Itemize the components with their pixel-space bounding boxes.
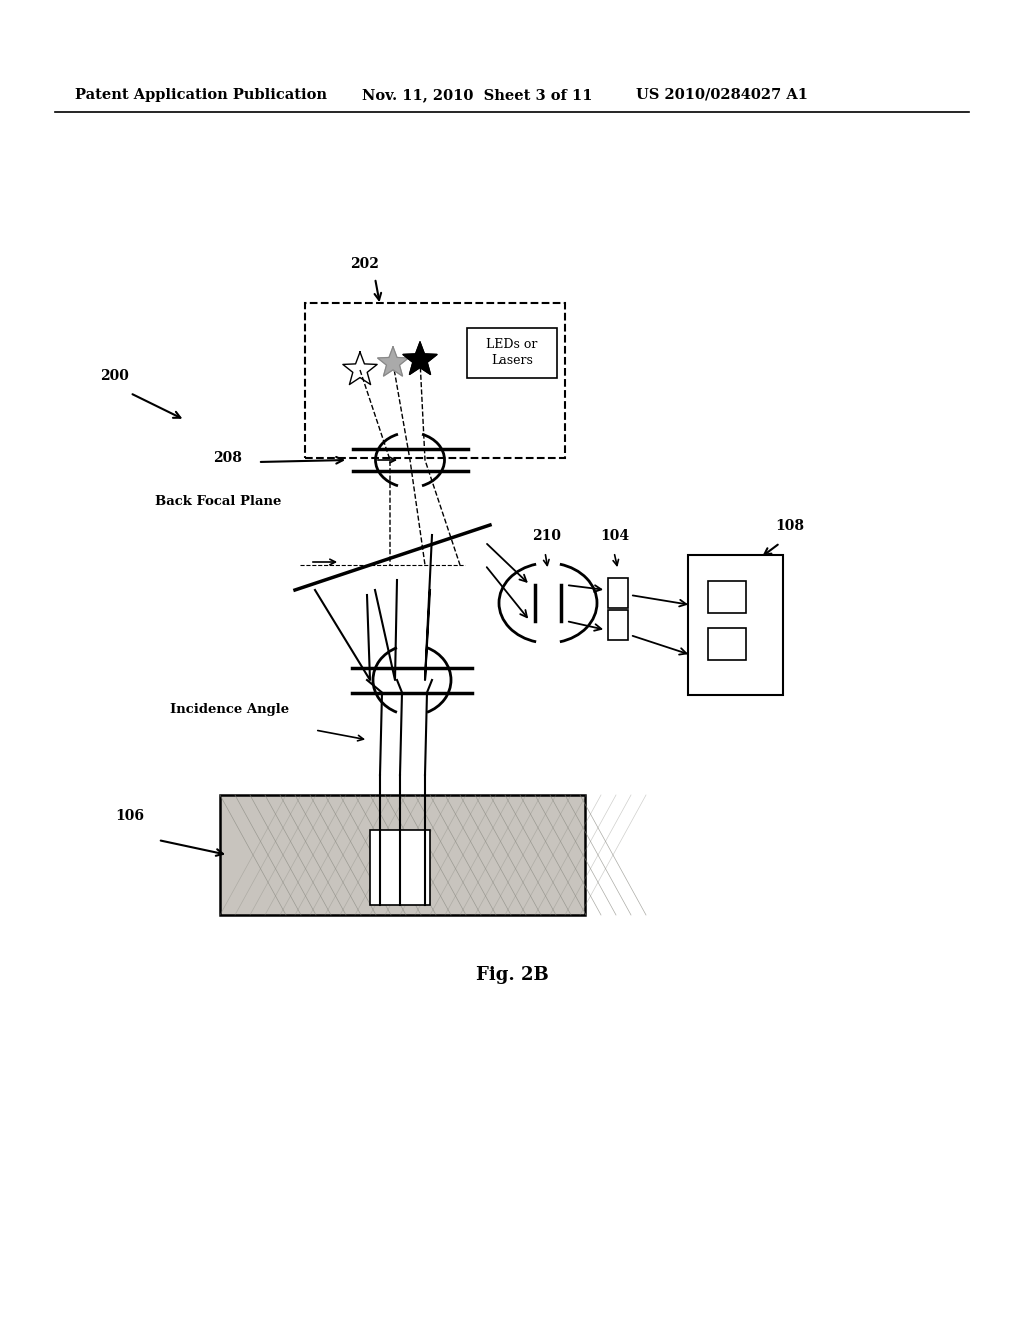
Bar xyxy=(608,578,628,609)
Text: 200: 200 xyxy=(100,370,129,383)
Text: Fig. 2B: Fig. 2B xyxy=(475,966,549,983)
Text: Incidence Angle: Incidence Angle xyxy=(170,704,289,715)
Polygon shape xyxy=(343,352,377,384)
Bar xyxy=(370,830,430,906)
Bar xyxy=(608,610,628,640)
Text: 202: 202 xyxy=(350,257,379,271)
Bar xyxy=(220,795,585,915)
Bar xyxy=(708,581,746,612)
Polygon shape xyxy=(402,342,437,375)
Text: US 2010/0284027 A1: US 2010/0284027 A1 xyxy=(636,88,808,102)
Bar xyxy=(467,327,557,378)
Text: Patent Application Publication: Patent Application Publication xyxy=(75,88,327,102)
Text: 208: 208 xyxy=(213,451,242,465)
Text: 106: 106 xyxy=(115,809,144,822)
Text: 104: 104 xyxy=(600,529,629,543)
Bar xyxy=(688,554,783,696)
Text: Nov. 11, 2010  Sheet 3 of 11: Nov. 11, 2010 Sheet 3 of 11 xyxy=(362,88,593,102)
Text: 210: 210 xyxy=(532,529,561,543)
Bar xyxy=(708,628,746,660)
Polygon shape xyxy=(378,347,409,376)
Text: 108: 108 xyxy=(775,519,804,533)
Text: LEDs or
Lasers: LEDs or Lasers xyxy=(486,338,538,367)
Bar xyxy=(305,304,565,458)
Text: Back Focal Plane: Back Focal Plane xyxy=(155,495,282,508)
